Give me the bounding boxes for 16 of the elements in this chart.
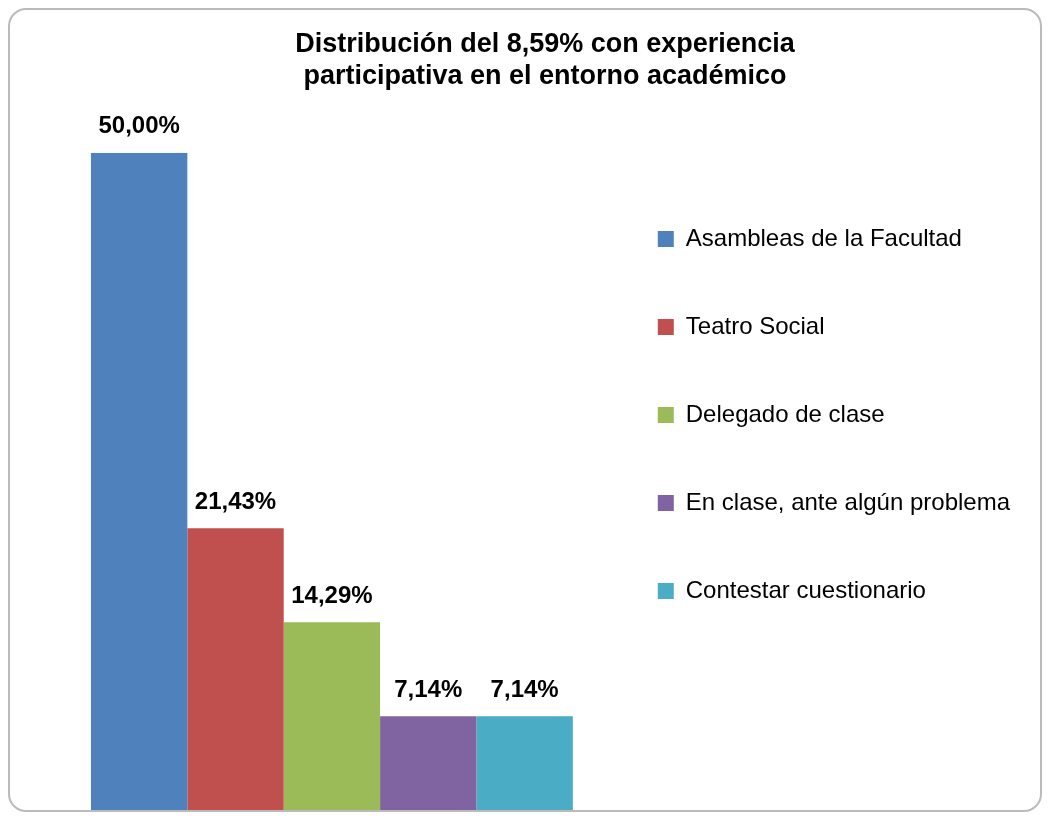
bar xyxy=(90,152,188,810)
legend-label: Asambleas de la Facultad xyxy=(685,223,962,251)
data-label: 14,29% xyxy=(291,580,373,608)
bar xyxy=(187,528,284,810)
data-label: 50,00% xyxy=(98,111,180,139)
legend-label: Delegado de clase xyxy=(685,399,885,427)
legend-label: Teatro Social xyxy=(685,311,825,339)
bar xyxy=(283,622,381,810)
data-label: 7,14% xyxy=(490,674,559,702)
data-label: 7,14% xyxy=(394,674,463,702)
chart-title: Distribución del 8,59% con experiencia participativa en el entorno académico xyxy=(295,27,796,91)
bar xyxy=(476,716,573,810)
data-label: 21,43% xyxy=(194,486,277,514)
bar xyxy=(380,716,477,810)
legend-label: En clase, ante algún problema xyxy=(685,487,1011,515)
legend-label: Contestar cuestionario xyxy=(685,575,926,603)
